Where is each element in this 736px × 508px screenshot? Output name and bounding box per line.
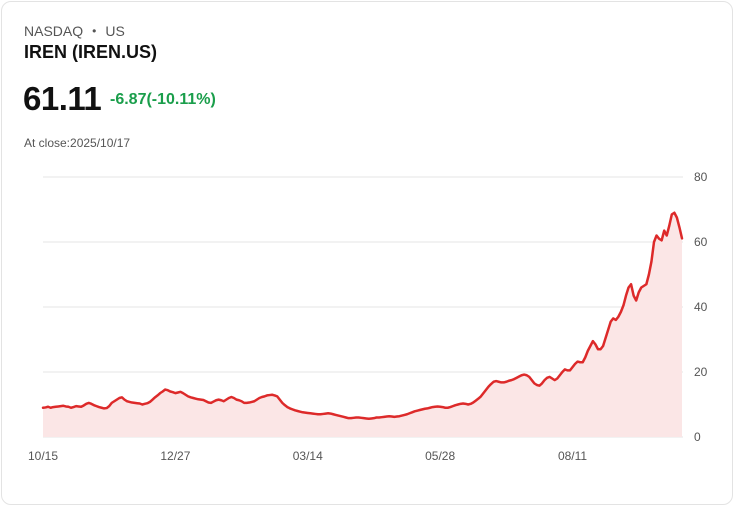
y-tick-label: 40: [694, 300, 708, 314]
price-change: -6.87(-10.11%): [110, 91, 216, 108]
x-tick-label: 08/11: [558, 449, 587, 463]
current-price: 61.11: [23, 80, 102, 117]
close-date-label: At close:2025/10/17: [24, 136, 131, 150]
y-tick-label: 60: [694, 235, 708, 249]
price-series-line: [41, 211, 684, 421]
x-tick-label: 03/14: [293, 449, 323, 463]
y-tick-label: 80: [694, 170, 708, 184]
x-axis: 10/15 12/27 03/14 05/28 08/11: [28, 449, 587, 463]
x-tick-label: 10/15: [28, 449, 58, 463]
y-axis: 0 20 40 60 80: [694, 170, 708, 444]
stock-title: IREN (IREN.US): [24, 42, 158, 62]
exchange-row: NASDAQ • US: [24, 23, 125, 39]
y-tick-label: 20: [694, 365, 708, 379]
price-area-fill: [43, 212, 682, 437]
x-tick-label: 12/27: [160, 449, 190, 463]
separator-dot: •: [92, 24, 97, 38]
market-name: US: [105, 23, 125, 39]
x-tick-label: 05/28: [425, 449, 455, 463]
exchange-name: NASDAQ: [24, 23, 84, 39]
y-tick-label: 0: [694, 430, 701, 444]
